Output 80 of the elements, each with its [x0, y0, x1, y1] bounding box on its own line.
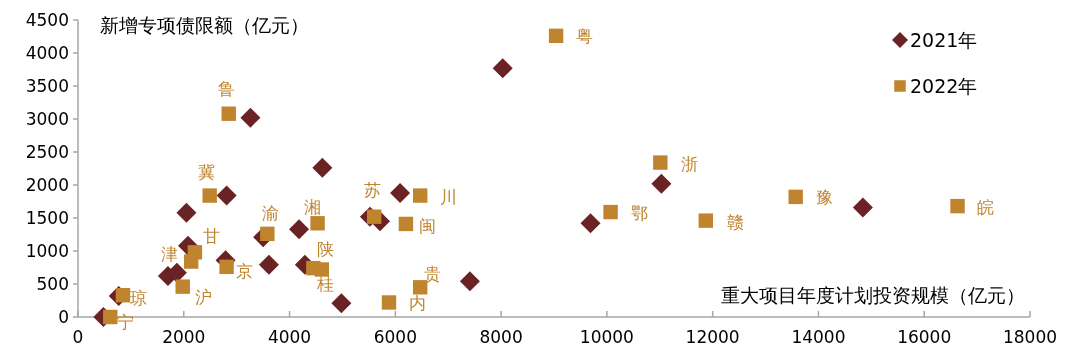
- x-tick-label: 2000: [162, 327, 206, 347]
- legend-label: 2022年: [910, 75, 978, 97]
- annotation: 赣: [727, 211, 745, 232]
- y-tick-label: 1000: [25, 241, 69, 261]
- x-tick-label: 12000: [685, 327, 740, 347]
- annotation: 贵: [423, 264, 441, 285]
- y-tick-label: 3000: [25, 109, 69, 129]
- point: [176, 202, 197, 223]
- point: [698, 213, 713, 228]
- point: [103, 309, 118, 325]
- annotation: 豫: [816, 186, 834, 207]
- annotation: 冀: [198, 161, 216, 182]
- x-tick-label: 4000: [267, 327, 312, 347]
- point: [390, 182, 411, 203]
- annotation: 渝: [261, 202, 279, 223]
- annotation: 内: [409, 293, 427, 314]
- y-axis-title: 新增专项债限额（亿元）: [100, 14, 309, 36]
- point: [580, 213, 601, 234]
- annotation: 粤: [575, 25, 593, 46]
- point: [260, 226, 275, 242]
- point: [492, 58, 513, 79]
- annotation: 闽: [419, 215, 437, 236]
- point: [202, 188, 217, 203]
- point: [187, 245, 203, 260]
- y-tick-label: 2500: [25, 142, 69, 162]
- annotation: 皖: [977, 197, 995, 218]
- annotation: 沪: [195, 286, 213, 307]
- y-tick-label: 4000: [25, 43, 69, 63]
- annotation: 鲁: [218, 78, 236, 99]
- y-tick-label: 1500: [25, 208, 69, 228]
- point: [852, 197, 873, 218]
- annotation: 川: [439, 186, 457, 207]
- point: [175, 279, 190, 294]
- point: [312, 157, 333, 178]
- point: [788, 189, 803, 205]
- point: [331, 293, 352, 314]
- y-tick-label: 500: [36, 274, 69, 294]
- point: [258, 254, 279, 275]
- point: [603, 204, 618, 220]
- annotation: 鄂: [631, 203, 649, 224]
- y-tick-label: 4500: [25, 10, 69, 30]
- x-tick-label: 16000: [897, 327, 952, 347]
- legend-label: 2021年: [910, 29, 978, 51]
- x-tick-label: 8000: [479, 327, 523, 347]
- annotation: 京: [236, 260, 254, 281]
- annotation: 琼: [130, 288, 148, 309]
- point: [366, 209, 382, 224]
- x-tick-label: 10000: [579, 327, 634, 347]
- point: [653, 155, 668, 170]
- x-tick-label: 6000: [373, 327, 417, 347]
- annotation: 陕: [317, 239, 335, 260]
- x-tick-label: 14000: [791, 327, 846, 347]
- point: [651, 173, 672, 194]
- annotation: 湘: [304, 197, 322, 218]
- point: [459, 271, 480, 292]
- annotation: 甘: [203, 226, 221, 247]
- point: [219, 259, 234, 275]
- y-tick-label: 2000: [25, 175, 69, 195]
- annotation: 苏: [363, 179, 381, 200]
- point: [548, 28, 564, 44]
- point: [310, 216, 325, 231]
- y-tick-label: 0: [58, 307, 69, 327]
- point: [950, 198, 965, 214]
- annotation: 桂: [315, 274, 334, 295]
- point: [381, 295, 397, 310]
- point: [240, 107, 261, 128]
- annotation: 津: [160, 243, 178, 264]
- point: [289, 219, 310, 240]
- x-tick-label: 18000: [1002, 327, 1058, 347]
- x-tick-label: 0: [72, 327, 84, 347]
- point: [398, 216, 414, 232]
- y-tick-label: 3500: [25, 76, 69, 96]
- point: [216, 185, 237, 206]
- point: [412, 188, 428, 203]
- point: [115, 288, 131, 303]
- x-axis-title: 重大项目年度计划投资规模（亿元）: [721, 284, 1025, 306]
- annotation: 浙: [680, 153, 698, 174]
- annotation: 宁: [116, 312, 134, 332]
- point: [221, 106, 236, 121]
- point: [314, 262, 330, 277]
